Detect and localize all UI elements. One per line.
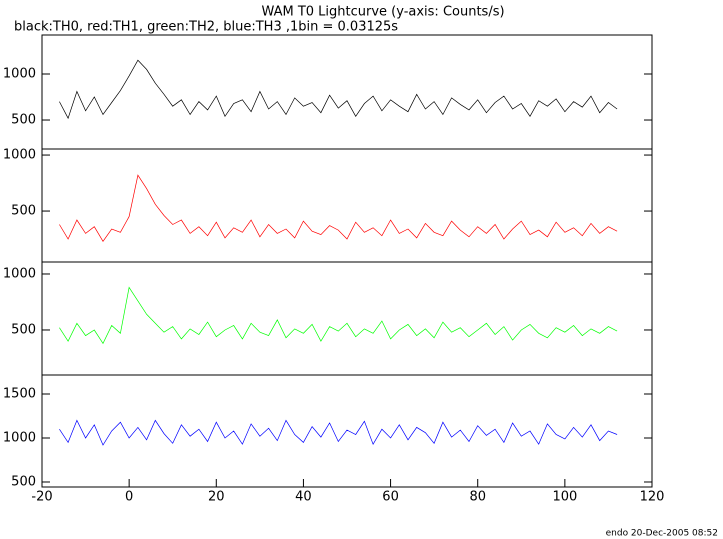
y-tick-label: 500 (11, 113, 36, 128)
panel-frame (41, 148, 653, 263)
x-tick-label: 60 (382, 490, 399, 505)
x-tick-label: 120 (640, 490, 665, 505)
y-tick-label: 1000 (3, 148, 36, 163)
x-tick-label: 0 (125, 490, 133, 505)
y-tick-label: 500 (11, 204, 36, 219)
lightcurve (59, 286, 618, 345)
y-tick-label: 500 (11, 322, 36, 337)
y-tick-label: 1000 (3, 266, 36, 281)
y-tick-label: 500 (11, 474, 36, 489)
x-tick-label: 80 (469, 490, 486, 505)
chart-title: WAM T0 Lightcurve (y-axis: Counts/s) (261, 5, 504, 20)
y-tick-label: 1000 (3, 430, 36, 445)
y-tick-label: 1000 (3, 67, 36, 82)
lightcurve (59, 59, 618, 120)
panel-frame (41, 34, 653, 150)
x-tick-label: 40 (295, 490, 312, 505)
y-tick-label: 1500 (3, 387, 36, 402)
lightcurve (59, 419, 618, 446)
x-tick-label: 20 (208, 490, 225, 505)
panel-frame (41, 374, 653, 488)
x-tick-label: 100 (552, 490, 577, 505)
x-tick-label: -20 (31, 490, 52, 505)
chart-subtitle: black:TH0, red:TH1, green:TH2, blue:TH3 … (14, 20, 398, 35)
lightcurve (59, 174, 618, 242)
footer: endo 20-Dec-2005 08:52 (606, 529, 718, 539)
panel-frame (41, 261, 653, 376)
